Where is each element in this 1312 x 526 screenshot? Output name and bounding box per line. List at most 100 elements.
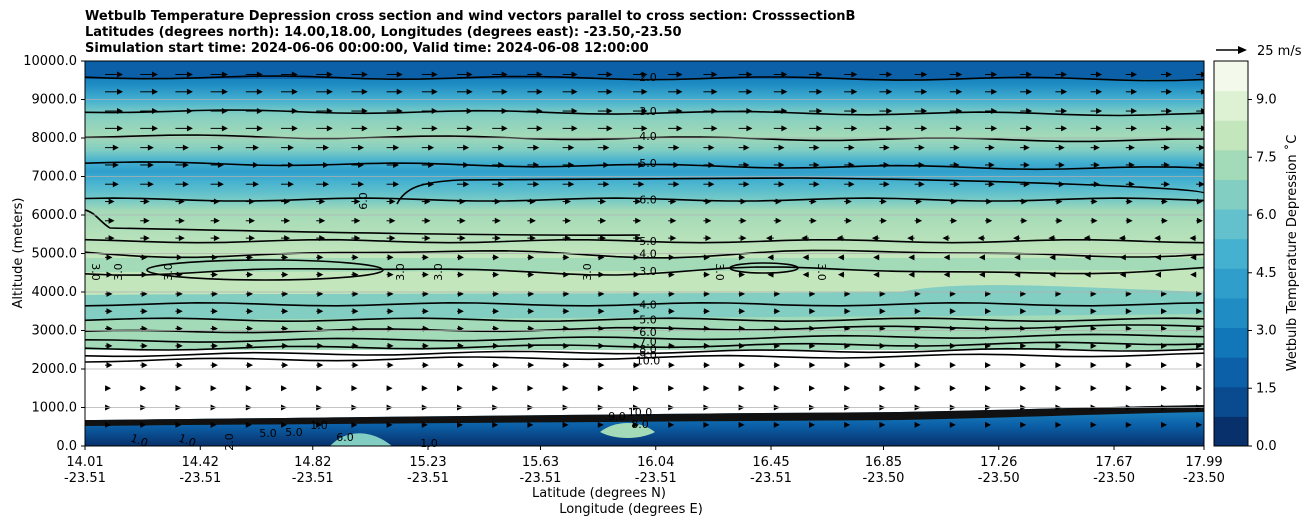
- wind-vector-head-476: [1090, 325, 1097, 332]
- wind-vector-head-67: [221, 108, 228, 115]
- wind-vector-head-133: [287, 144, 294, 151]
- wind-vector-head-145: [708, 144, 715, 151]
- wind-vector-head-403: [774, 290, 781, 297]
- wind-vector-head-506: [1020, 342, 1027, 349]
- contour-line-9: [85, 317, 1204, 323]
- wind-vector-head-497: [703, 342, 710, 349]
- wind-vector-head-518: [317, 362, 324, 369]
- wind-vector-head-261: [284, 217, 291, 224]
- wind-vector-head-437: [844, 308, 851, 315]
- wind-vector-head-551: [351, 385, 358, 392]
- wind-vector-head-300: [529, 235, 536, 242]
- wind-vector-head-167: [358, 161, 365, 168]
- wind-vector-head-257: [143, 217, 150, 224]
- wind-vector-head-49: [711, 88, 718, 95]
- wind-vector-head-58: [1026, 88, 1033, 95]
- wind-vector-head-83: [781, 108, 788, 115]
- wind-vector-head-572: [1090, 385, 1097, 392]
- wind-vector-head-505: [985, 342, 992, 349]
- wind-vector-head-527: [633, 362, 640, 369]
- wind-vector-head-639: [1196, 421, 1203, 428]
- x-tick-label-lat-0: 14.01: [66, 455, 103, 470]
- colorbar-tick-label-0: 0.0: [1256, 439, 1277, 454]
- wind-vector-head-469: [844, 325, 851, 332]
- wind-vector-head-255: [1196, 198, 1203, 205]
- wind-vector-head-127: [1200, 125, 1204, 132]
- wind-vector-head-326: [317, 254, 324, 261]
- y-tick-label-5: 5000.0: [32, 247, 78, 262]
- wind-vector-head-345: [978, 254, 985, 261]
- wind-vector-head-479: [1196, 325, 1203, 332]
- wind-vector-head-222: [1163, 181, 1170, 188]
- y-tick-label-8: 8000.0: [32, 131, 78, 146]
- wind-vector-head-71: [361, 108, 368, 115]
- wind-vector-head-250: [1021, 198, 1028, 205]
- wind-vector-head-354: [176, 271, 183, 278]
- surface-moist-patch-2: [600, 423, 655, 438]
- wind-vector-head-519: [352, 362, 359, 369]
- wind-vector-head-637: [1125, 421, 1132, 428]
- wind-vector-head-92: [1096, 108, 1103, 115]
- wind-vector-head-309: [836, 235, 843, 242]
- wind-vector-head-558: [597, 385, 604, 392]
- wind-vector-head-539: [1055, 362, 1062, 369]
- colorbar-frame: [1213, 60, 1249, 447]
- wind-vector-head-226: [178, 198, 185, 205]
- wind-vector-head-280: [951, 217, 958, 224]
- contour-line-14: [85, 352, 1204, 363]
- wind-vector-head-616: [386, 421, 393, 428]
- wind-vector-head-378: [1014, 271, 1021, 278]
- wind-vector-head-439: [914, 308, 921, 315]
- wind-vector-head-443: [1055, 308, 1062, 315]
- wind-vector-head-421: [282, 308, 289, 315]
- wind-vector-head-156: [1093, 144, 1100, 151]
- wind-vector-head-556: [527, 385, 534, 392]
- wind-vector-head-534: [879, 362, 886, 369]
- wind-vector-head-103: [361, 125, 368, 132]
- wind-vector-head-111: [641, 125, 648, 132]
- wind-vector-head-40: [396, 88, 403, 95]
- wind-vector-head-164: [252, 161, 259, 168]
- wind-vector-head-306: [740, 235, 747, 242]
- wind-vector-head-263: [354, 217, 361, 224]
- wind-vector-head-364: [528, 271, 535, 278]
- wind-vector-head-68: [256, 108, 263, 115]
- contour-extra-label-16: 1.0: [310, 419, 328, 432]
- wind-vector-head-38: [326, 88, 333, 95]
- wind-vector-head-474: [1020, 325, 1027, 332]
- quiver-key-label: 25 m/s: [1257, 44, 1302, 59]
- wind-vector-head-294: [319, 235, 326, 242]
- wind-vector-head-231: [354, 198, 361, 205]
- y-tick-label-7: 7000.0: [32, 170, 78, 185]
- wind-vector-head-362: [457, 271, 464, 278]
- wind-vector-head-36: [256, 88, 263, 95]
- wind-vector-head-609: [140, 421, 147, 428]
- wind-vector-head-318: [1154, 235, 1161, 242]
- wind-vector-head-284: [1091, 217, 1098, 224]
- wind-vector-head-70: [326, 108, 333, 115]
- wind-vector-head-243: [775, 198, 782, 205]
- wind-vector-head-42: [466, 88, 473, 95]
- wind-vector-head-618: [457, 421, 463, 428]
- contour-extra-label-5: 3.0: [581, 263, 594, 281]
- wind-vector-head-404: [809, 290, 816, 297]
- wind-vector-head-448: [106, 325, 113, 332]
- wind-vector-head-289: [143, 235, 150, 242]
- wind-vector-head-29: [1131, 71, 1138, 78]
- wind-vector-head-511: [1196, 342, 1203, 349]
- wind-vector-head-350: [1155, 254, 1161, 261]
- colorbar-band-1: [1214, 386, 1248, 417]
- wind-vector-head-45: [571, 88, 578, 95]
- wind-vector-head-496: [668, 342, 675, 349]
- wind-vector-head-186: [1023, 161, 1030, 168]
- wind-vector-head-541: [1125, 362, 1132, 369]
- wind-vector-head-498: [739, 342, 746, 349]
- wind-vector-head-239: [635, 198, 642, 205]
- wind-vector-head-450: [176, 325, 183, 332]
- wind-vector-head-492: [528, 342, 535, 349]
- contour-line-7: [85, 266, 1204, 276]
- colorbar-tick-label-5: 7.5: [1256, 150, 1277, 165]
- wind-vector-head-98: [186, 125, 193, 132]
- wind-vector-head-611: [210, 421, 217, 428]
